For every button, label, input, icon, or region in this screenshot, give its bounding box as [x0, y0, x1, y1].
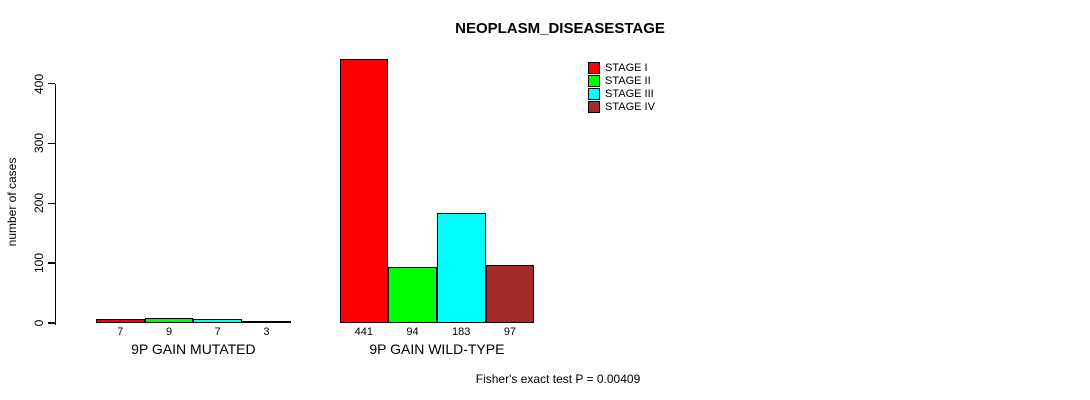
- bar-value-label: 94: [406, 326, 419, 338]
- legend-item: STAGE IV: [588, 100, 655, 113]
- legend-swatch: [588, 74, 600, 87]
- bar-stage-i: [96, 318, 145, 323]
- y-tick: [47, 142, 55, 145]
- y-tick-label: 200: [32, 193, 46, 214]
- legend-item: STAGE I: [588, 61, 655, 74]
- y-tick: [47, 202, 55, 204]
- legend-label: STAGE II: [605, 74, 651, 87]
- legend: STAGE I STAGE II STAGE III STAGE IV: [588, 61, 655, 114]
- bar-value-label: 7: [117, 326, 124, 338]
- y-tick-label: 0: [32, 319, 46, 327]
- y-tick: [47, 322, 55, 324]
- bar-value-label: 3: [263, 326, 270, 338]
- legend-item: STAGE III: [588, 87, 655, 100]
- bar-value-label: 7: [214, 326, 221, 338]
- chart-title: NEOPLASM_DISEASESTAGE: [455, 20, 665, 37]
- y-tick-label: 100: [32, 253, 46, 274]
- bar-stage-iv: [485, 264, 535, 323]
- bar-stage-iii: [193, 318, 243, 323]
- y-axis-label: number of cases: [5, 157, 19, 247]
- bar-value-label: 441: [354, 326, 374, 338]
- bar-stage-i: [339, 58, 389, 323]
- y-axis-line: [54, 83, 56, 325]
- bar-value-label: 183: [452, 326, 471, 338]
- bar-value-label: 97: [503, 326, 517, 338]
- legend-item: STAGE II: [588, 74, 655, 87]
- legend-label: STAGE III: [605, 87, 654, 100]
- legend-swatch: [588, 100, 600, 113]
- group-label: 9P GAIN MUTATED: [131, 341, 256, 357]
- legend-swatch: [588, 61, 600, 74]
- legend-swatch: [588, 87, 600, 100]
- bar-value-label: 9: [165, 326, 173, 338]
- y-tick: [47, 82, 55, 85]
- bar-stage-iv: [242, 321, 291, 324]
- legend-label: STAGE IV: [605, 100, 655, 113]
- bar-stage-ii: [144, 317, 194, 323]
- bar-stage-ii: [388, 266, 437, 323]
- legend-label: STAGE I: [605, 61, 648, 74]
- y-tick: [47, 262, 55, 264]
- bar-stage-iii: [436, 213, 486, 323]
- y-tick-label: 400: [32, 73, 46, 94]
- group-label: 9P GAIN WILD-TYPE: [369, 341, 505, 357]
- fisher-test-annotation: Fisher's exact test P = 0.00409: [475, 372, 641, 386]
- y-tick-label: 300: [32, 133, 46, 154]
